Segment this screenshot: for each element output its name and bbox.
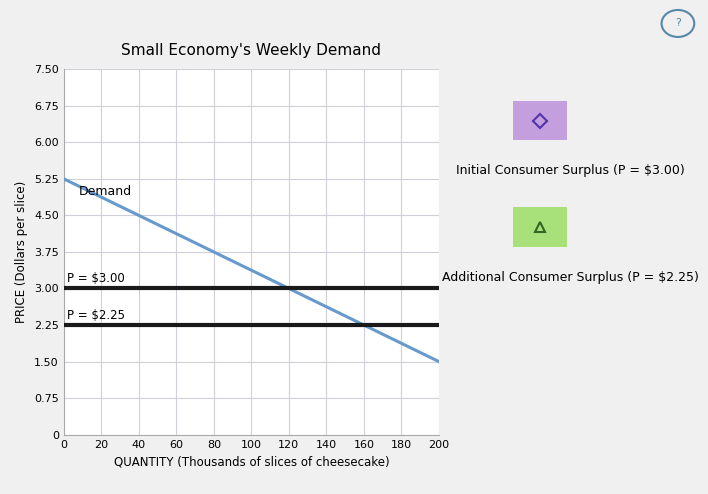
Title: Small Economy's Weekly Demand: Small Economy's Weekly Demand [121,43,382,58]
X-axis label: QUANTITY (Thousands of slices of cheesecake): QUANTITY (Thousands of slices of cheesec… [113,455,389,468]
Text: Demand: Demand [79,185,132,198]
Text: Additional Consumer Surplus (P = $2.25): Additional Consumer Surplus (P = $2.25) [442,271,698,284]
Text: P = $3.00: P = $3.00 [67,272,125,285]
FancyBboxPatch shape [513,207,568,247]
Y-axis label: PRICE (Dollars per slice): PRICE (Dollars per slice) [16,181,28,323]
Text: ?: ? [675,18,681,29]
Text: P = $2.25: P = $2.25 [67,309,125,322]
Text: Initial Consumer Surplus (P = $3.00): Initial Consumer Surplus (P = $3.00) [455,164,685,177]
FancyBboxPatch shape [513,101,568,140]
